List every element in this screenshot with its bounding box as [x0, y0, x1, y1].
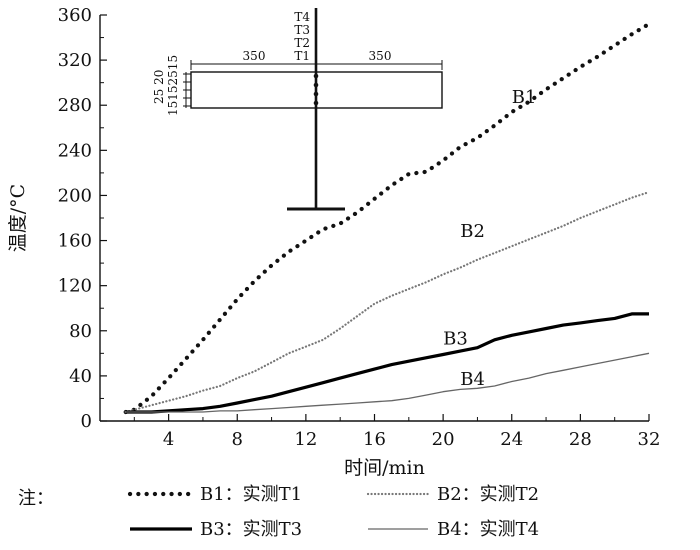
- y-tick-label: 240: [58, 140, 92, 161]
- y-tick-label: 120: [58, 276, 92, 297]
- y-tick-label: 40: [69, 366, 92, 387]
- x-tick-label: 32: [638, 429, 661, 450]
- x-tick-label: 4: [163, 429, 174, 450]
- y-tick-label: 200: [58, 185, 92, 206]
- legend-label-b3: B3：实测T3: [200, 519, 302, 540]
- series-line-b2: [124, 191, 651, 414]
- y-tick-label: 360: [58, 5, 92, 26]
- x-tick-label: 28: [569, 429, 592, 450]
- sensor-point: [313, 82, 319, 88]
- legend-label-b1: B1：实测T1: [200, 484, 302, 505]
- x-tick-label: 8: [232, 429, 243, 450]
- x-tick-label: 20: [432, 429, 455, 450]
- sensor-label-t2: T2: [294, 36, 310, 50]
- y-tick-label: 160: [58, 231, 92, 252]
- sensor-point: [313, 91, 319, 97]
- series-line-b4: [125, 352, 650, 413]
- legend-prefix: 注：: [18, 488, 54, 509]
- span-left-label: 350: [243, 49, 266, 63]
- flange-dim-label: 15152515: [166, 55, 180, 116]
- series-label-b4: B4: [460, 369, 485, 390]
- axes: 0 40 80 120 160 200 240 280 320 360 4 8 12 16 20 24 28 32…: [7, 5, 660, 479]
- y-tick-label: 320: [58, 50, 92, 71]
- sensor-label-t4: T4: [294, 10, 310, 24]
- series-label-b2: B2: [460, 221, 485, 242]
- y-tick-label: 80: [69, 321, 92, 342]
- span-right-label: 350: [369, 49, 392, 63]
- x-tick-label: 24: [500, 429, 523, 450]
- sensor-label-t3: T3: [294, 23, 310, 37]
- x-tick-label: 12: [294, 429, 317, 450]
- flange-dim-label: 25 20: [152, 70, 166, 104]
- series-label-b3: B3: [443, 328, 468, 349]
- legend: 注： B1：实测T1 B2：实测T2 B3：实测T3 B4：实测T4: [18, 484, 539, 540]
- y-axis-title: 温度/°C: [7, 184, 29, 252]
- series-line-b3: [125, 312, 649, 414]
- x-axis-title: 时间/min: [344, 457, 425, 479]
- series-group: B1 B2 B3 B4: [123, 21, 652, 415]
- x-tick-label: 16: [363, 429, 386, 450]
- legend-label-b2: B2：实测T2: [437, 484, 539, 505]
- y-tick-label: 0: [81, 411, 92, 432]
- series-line-b1: [123, 21, 652, 415]
- y-tick-label: 280: [58, 95, 92, 116]
- sensor-label-t1: T1: [294, 49, 310, 63]
- sensor-point: [313, 100, 319, 106]
- legend-label-b4: B4：实测T4: [437, 519, 539, 540]
- series-label-b1: B1: [512, 87, 537, 108]
- sensor-point: [313, 73, 319, 79]
